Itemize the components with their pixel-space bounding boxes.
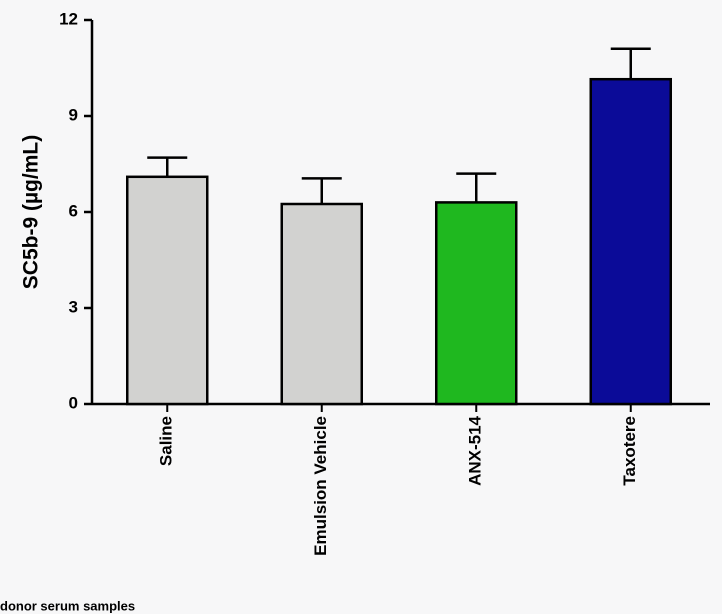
bar [589, 77, 672, 406]
y-tick-label: 9 [69, 105, 78, 124]
x-tick-label: Emulsion Vehicle [311, 416, 330, 556]
y-axis-label: SC5b-9 (µg/mL) [20, 135, 43, 289]
x-tick-label: Taxotere [620, 416, 639, 486]
bar [435, 201, 518, 406]
bar [280, 202, 363, 406]
note: donor serum samples [0, 598, 135, 613]
y-tick-label: 0 [69, 393, 78, 412]
x-tick-label: ANX-514 [466, 415, 485, 485]
y-tick-label: 6 [69, 201, 78, 220]
y-tick-label: 3 [69, 297, 78, 316]
x-tick-label: Saline [157, 416, 176, 466]
bar [126, 175, 209, 406]
y-tick-label: 12 [59, 9, 78, 28]
